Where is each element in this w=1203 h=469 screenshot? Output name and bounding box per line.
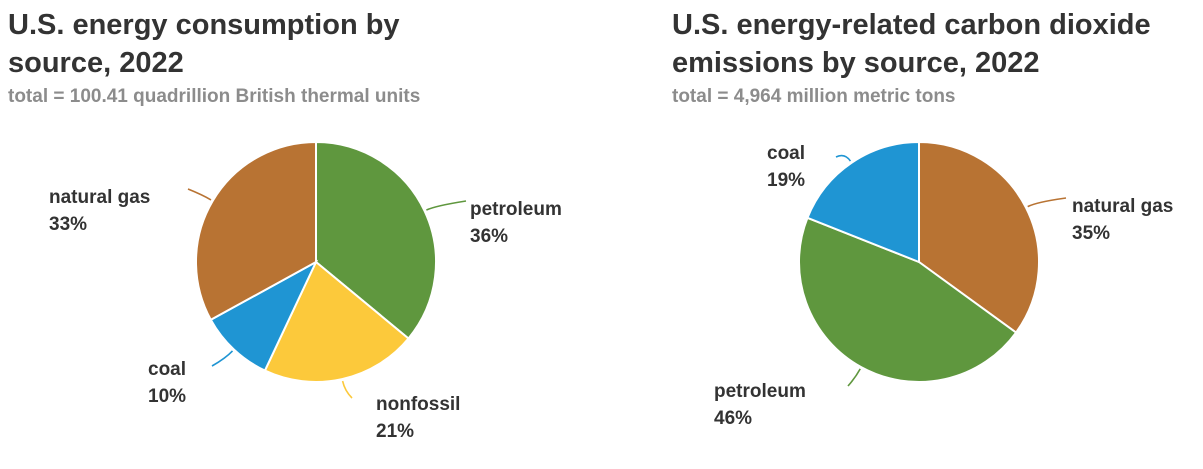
pie-slice-coal (806, 140, 920, 264)
energy-consumption-chart: U.S. energy consumption by source, 2022 … (0, 0, 600, 469)
slice-label-natural-gas: natural gas 35% (1072, 193, 1173, 247)
slice-percent: 35% (1072, 223, 1111, 244)
slice-name: natural gas (1072, 196, 1174, 217)
slice-percent: 21% (376, 421, 415, 442)
pie-slice-nonfossil (263, 260, 410, 383)
slice-name: petroleum (470, 199, 562, 220)
chart-subtitle: total = 100.41 quadrillion British therm… (8, 86, 421, 107)
chart-title: U.S. energy consumption by source, 2022 (8, 9, 400, 79)
leader-line-petroleum (847, 368, 861, 387)
slice-label-natural-gas: natural gas 33% (49, 184, 150, 238)
pie-slice-natural-gas (918, 140, 1040, 334)
slice-label-petroleum: petroleum 36% (470, 196, 562, 250)
pie-slice-petroleum (315, 140, 437, 340)
chart-title: U.S. energy-related carbon dioxide emiss… (672, 9, 1151, 79)
slice-label-nonfossil: nonfossil 21% (376, 391, 460, 445)
slice-name: natural gas (49, 187, 151, 208)
pie-slice-petroleum (798, 216, 1018, 383)
slice-label-coal: coal 19% (767, 140, 805, 194)
slice-name: coal (148, 359, 187, 380)
leader-line-natural-gas (187, 188, 212, 201)
slice-percent: 10% (148, 386, 187, 407)
pie-slice-natural-gas (195, 140, 317, 322)
pie-chart (187, 140, 467, 399)
co2-emissions-chart: U.S. energy-related carbon dioxide emiss… (660, 0, 1203, 469)
leader-line-natural-gas (1027, 197, 1067, 208)
slice-percent: 46% (714, 408, 753, 429)
slice-name: coal (767, 143, 806, 164)
chart-subtitle: total = 4,964 million metric tons (672, 86, 956, 107)
slice-percent: 33% (49, 214, 88, 235)
pie-chart (798, 140, 1067, 387)
leader-line-coal (835, 154, 852, 162)
slice-percent: 19% (767, 170, 806, 191)
leader-line-coal (211, 350, 234, 367)
slice-name: petroleum (714, 381, 806, 402)
leader-line-nonfossil (341, 380, 353, 399)
slice-label-petroleum: petroleum 46% (714, 378, 806, 432)
pie-slice-coal (209, 259, 319, 372)
slice-percent: 36% (470, 226, 509, 247)
slice-label-coal: coal 10% (148, 356, 186, 410)
leader-line-petroleum (426, 200, 467, 211)
slice-name: nonfossil (376, 394, 461, 415)
